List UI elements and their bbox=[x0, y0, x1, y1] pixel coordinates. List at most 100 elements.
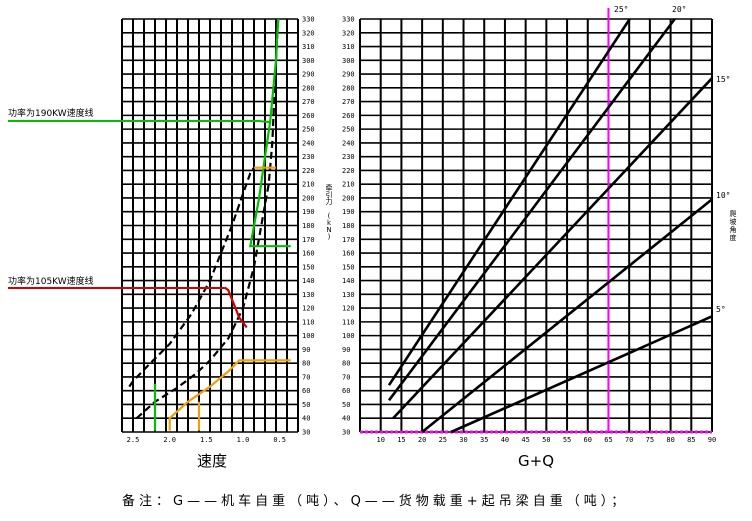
left-y-tick-label: 210 bbox=[302, 181, 315, 189]
left-x-tick-label: 2.5 bbox=[127, 436, 140, 444]
right-x-tick-label: 10 bbox=[376, 436, 384, 444]
left-y-tick-label: 30 bbox=[302, 429, 310, 437]
left-y-title-char: 力 bbox=[326, 197, 333, 206]
right-y-tick-label: 50 bbox=[342, 401, 350, 409]
left-y-tick-label: 80 bbox=[302, 360, 310, 368]
right-x-tick-label: 75 bbox=[646, 436, 654, 444]
right-y-tick-label: 320 bbox=[342, 29, 355, 37]
left-y-tick-label: 310 bbox=[302, 43, 315, 51]
left-series-0 bbox=[128, 167, 255, 388]
left-y-title-char: 引 bbox=[326, 190, 333, 199]
annotation-190kw: 功率为190KW速度线 bbox=[8, 107, 94, 119]
right-y-tick-label: 100 bbox=[342, 332, 355, 340]
right-y-tick-label: 30 bbox=[342, 429, 350, 437]
left-y-tick-label: 140 bbox=[302, 277, 315, 285]
left-y-tick-label: 110 bbox=[302, 318, 315, 326]
right-y-tick-label: 230 bbox=[342, 153, 355, 161]
right-y-tick-label: 150 bbox=[342, 263, 355, 271]
right-y-tick-label: 190 bbox=[342, 208, 355, 216]
right-y-tick-label: 70 bbox=[342, 373, 350, 381]
right-y-tick-label: 110 bbox=[342, 318, 355, 326]
right-y-tick-label: 200 bbox=[342, 194, 355, 202]
left-y-tick-label: 70 bbox=[302, 373, 310, 381]
right-y-tick-label: 170 bbox=[342, 236, 355, 244]
footnote: 备注：G——机车自重（吨）、Q——货物载重+起吊梁自重（吨）； bbox=[122, 493, 628, 509]
right-y-tick-label: 90 bbox=[342, 346, 350, 354]
left-y-axis-title: 牵引力 (kN) bbox=[326, 183, 333, 241]
right-y-tick-label: 260 bbox=[342, 112, 355, 120]
right-y-title-char: 角 bbox=[730, 225, 737, 234]
right-x-tick-label: 70 bbox=[625, 436, 633, 444]
left-y-tick-label: 280 bbox=[302, 84, 315, 92]
angle-label: 25° bbox=[614, 5, 628, 14]
left-panel-curves bbox=[8, 18, 291, 431]
right-y-tick-label: 140 bbox=[342, 277, 355, 285]
angle-label: 20° bbox=[672, 5, 686, 14]
right-x-tick-label: 30 bbox=[459, 436, 467, 444]
left-x-tick-labels: 2.5 2.0 1.5 1.0 0.5 bbox=[127, 436, 286, 444]
left-y-tick-label: 200 bbox=[302, 194, 315, 202]
leader-190kw bbox=[8, 120, 271, 124]
left-series-2 bbox=[248, 18, 291, 248]
right-x-tick-label: 80 bbox=[666, 436, 674, 444]
angle-label: 5° bbox=[716, 305, 726, 314]
right-y-title-char: 坡 bbox=[730, 217, 737, 226]
right-x-axis-title: G+Q bbox=[518, 452, 554, 470]
left-y-title-char: 牵 bbox=[326, 183, 333, 192]
right-y-tick-label: 120 bbox=[342, 305, 355, 313]
left-x-axis-title: 速度 bbox=[197, 452, 227, 470]
right-y-tick-label: 310 bbox=[342, 43, 355, 51]
left-y-tick-label: 150 bbox=[302, 263, 315, 271]
right-x-tick-label: 40 bbox=[501, 436, 509, 444]
right-x-tick-label: 50 bbox=[542, 436, 550, 444]
left-y-tick-label: 240 bbox=[302, 139, 315, 147]
right-y-tick-label: 60 bbox=[342, 387, 350, 395]
left-y-tick-label: 190 bbox=[302, 208, 315, 216]
left-y-tick-label: 90 bbox=[302, 346, 310, 354]
right-y-tick-label: 180 bbox=[342, 222, 355, 230]
right-y-tick-label: 130 bbox=[342, 291, 355, 299]
right-x-tick-label: 65 bbox=[604, 436, 612, 444]
grade-line-4 bbox=[387, 18, 631, 386]
left-x-tick-label: 1.0 bbox=[237, 436, 250, 444]
right-y-tick-label: 270 bbox=[342, 98, 355, 106]
right-y-tick-label: 280 bbox=[342, 84, 355, 92]
right-x-tick-label: 55 bbox=[563, 436, 571, 444]
right-x-tick-label: 35 bbox=[480, 436, 488, 444]
right-x-tick-label: 90 bbox=[708, 436, 716, 444]
left-panel-grid bbox=[121, 18, 299, 433]
right-y-tick-label: 250 bbox=[342, 126, 355, 134]
left-y-tick-label: 330 bbox=[302, 16, 315, 24]
left-y-title-char: ( bbox=[328, 212, 331, 220]
right-y-tick-label: 240 bbox=[342, 139, 355, 147]
left-x-tick-label: 0.5 bbox=[273, 436, 286, 444]
left-y-title-char: N bbox=[326, 226, 331, 234]
left-x-tick-label: 2.0 bbox=[163, 436, 176, 444]
right-x-tick-label: 60 bbox=[584, 436, 592, 444]
left-y-tick-label: 100 bbox=[302, 332, 315, 340]
right-y-title-char: 爬 bbox=[730, 209, 737, 218]
right-y-tick-label: 160 bbox=[342, 250, 355, 258]
left-y-title-char: k bbox=[327, 219, 332, 227]
left-y-title-char: ) bbox=[328, 233, 331, 241]
angle-label: 10° bbox=[716, 191, 730, 200]
right-x-tick-label: 85 bbox=[687, 436, 695, 444]
left-series-1 bbox=[135, 18, 280, 420]
grade-line-3 bbox=[387, 18, 676, 402]
annotation-105kw: 功率为105KW速度线 bbox=[8, 275, 94, 287]
right-x-tick-labels: 10 15 20 25 30 35 40 45 50 55 60 65 70 75 80 85 90 bbox=[376, 436, 716, 444]
right-panel-curves bbox=[387, 8, 713, 434]
left-x-tick-label: 1.5 bbox=[200, 436, 213, 444]
grade-line-2 bbox=[392, 77, 713, 420]
left-y-tick-label: 120 bbox=[302, 305, 315, 313]
right-x-tick-label: 15 bbox=[397, 436, 405, 444]
left-y-tick-label: 220 bbox=[302, 167, 315, 175]
left-y-tick-label: 320 bbox=[302, 29, 315, 37]
left-y-tick-label: 40 bbox=[302, 415, 310, 423]
left-y-tick-label: 180 bbox=[302, 222, 315, 230]
left-y-tick-label: 130 bbox=[302, 291, 315, 299]
left-y-tick-label: 260 bbox=[302, 112, 315, 120]
left-y-tick-label: 290 bbox=[302, 71, 315, 79]
